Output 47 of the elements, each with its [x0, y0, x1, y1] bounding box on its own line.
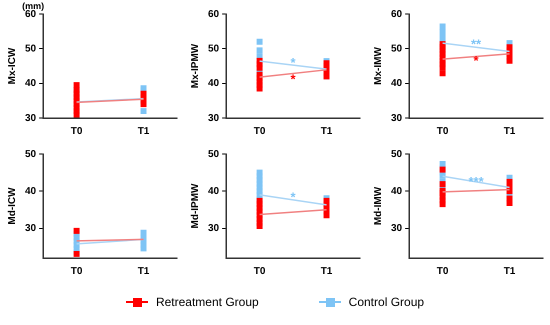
y-tick-label: 40 — [208, 186, 220, 197]
y-tick-label: 40 — [391, 78, 403, 90]
y-tick-label: 30 — [208, 223, 220, 234]
x-tick-label: T0 — [436, 266, 449, 277]
y-tick-label: 50 — [208, 148, 220, 160]
legend-label: Retreatment Group — [156, 295, 259, 309]
x-tick-label: T1 — [320, 266, 333, 277]
x-tick-label: T0 — [254, 266, 266, 277]
y-tick-label: 60 — [391, 8, 403, 20]
y-tick-label: 50 — [391, 148, 403, 160]
y-tick-label: 40 — [391, 186, 403, 197]
annotation: ** — [471, 36, 482, 52]
annotation: * — [474, 52, 480, 68]
x-tick-label: T0 — [436, 126, 449, 137]
x-tick-label: T0 — [254, 126, 266, 137]
y-tick-label: 40 — [25, 78, 37, 90]
x-tick-label: T1 — [504, 126, 516, 137]
x-tick-label: T0 — [70, 266, 83, 277]
y-tick-label: 50 — [25, 148, 37, 160]
annotation: * — [290, 189, 297, 204]
legend-label: Control Group — [348, 295, 424, 309]
x-tick-label: T1 — [138, 266, 150, 277]
y-axis-title: Mx-IMW — [372, 46, 384, 85]
x-tick-label: T1 — [320, 126, 333, 137]
y-axis-title: Md-IMW — [372, 186, 384, 226]
y-axis-title: Md-ICW — [6, 186, 18, 225]
x-tick-label: T1 — [138, 126, 150, 137]
text: (mm) — [22, 0, 44, 11]
y-axis-title: Md-IPMW — [190, 182, 201, 228]
y-tick-label: 60 — [25, 8, 37, 20]
y-axis-title: Mx-ICW — [6, 47, 18, 84]
y-axis-title: Mx-IPMW — [190, 43, 201, 88]
x-tick-label: T0 — [70, 126, 83, 137]
y-tick-label: 30 — [25, 223, 37, 234]
x-tick-label: T1 — [504, 266, 516, 277]
annotation: * — [290, 55, 297, 70]
y-tick-label: 50 — [391, 43, 403, 54]
y-tick-label: 50 — [208, 43, 220, 54]
y-tick-label: 30 — [391, 112, 403, 124]
y-tick-label: 40 — [208, 78, 220, 90]
y-tick-label: 30 — [208, 112, 220, 124]
y-tick-label: 50 — [25, 43, 37, 54]
y-tick-label: 40 — [25, 186, 37, 197]
y-tick-label: 60 — [208, 8, 220, 20]
annotation: * — [290, 72, 297, 87]
y-tick-label: 30 — [25, 112, 37, 124]
y-tick-label: 30 — [391, 223, 403, 234]
